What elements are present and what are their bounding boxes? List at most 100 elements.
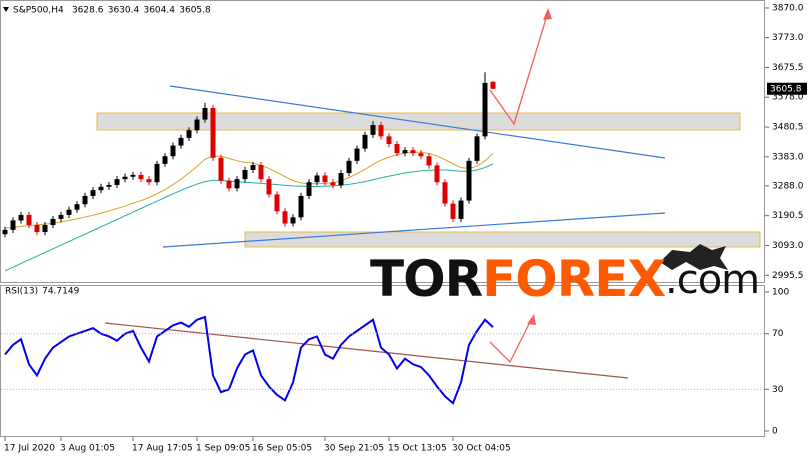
resistance-zone bbox=[96, 112, 741, 131]
candle-body bbox=[386, 136, 392, 145]
candle-body bbox=[266, 179, 272, 195]
arrow-head bbox=[543, 8, 552, 20]
candle-body bbox=[122, 176, 128, 180]
candle-body bbox=[138, 174, 144, 180]
indicator-name: RSI(13) bbox=[5, 287, 38, 297]
y-tick-label: 3870.0 bbox=[772, 4, 804, 14]
candle-body bbox=[306, 182, 312, 196]
candle-body bbox=[298, 195, 304, 218]
candle-body bbox=[178, 137, 184, 146]
candle-body bbox=[410, 150, 416, 154]
y-tick-label: 3578.0 bbox=[772, 93, 804, 103]
candle-body bbox=[162, 156, 168, 164]
arrow-head bbox=[527, 314, 536, 325]
rsi-panel-frame bbox=[0, 285, 765, 437]
y-tick-label: 100 bbox=[772, 288, 789, 298]
y-tick-label: 3480.5 bbox=[772, 123, 804, 133]
forecast-arrow bbox=[489, 317, 533, 364]
forecast-arrows bbox=[489, 8, 552, 364]
candle-body bbox=[378, 125, 384, 137]
trend-line bbox=[169, 85, 666, 159]
watermark-part: FOREX bbox=[482, 250, 665, 308]
indicator-value: 74.7149 bbox=[42, 287, 79, 297]
symbol-title: S&P500,H4 bbox=[13, 6, 64, 16]
candle-body bbox=[370, 125, 376, 135]
candle-body bbox=[434, 165, 440, 183]
forecast-arrow bbox=[489, 11, 549, 126]
x-tick-label: 17 Aug 17:05 bbox=[132, 444, 193, 454]
y-tick-label: 30 bbox=[772, 385, 784, 395]
data-layer bbox=[2, 72, 496, 405]
candle-body bbox=[50, 218, 56, 226]
main-panel-frame bbox=[0, 0, 765, 283]
candle-body bbox=[10, 220, 16, 230]
y-tick-label: 3675.5 bbox=[772, 63, 804, 73]
x-tick-label: 16 Sep 05:05 bbox=[252, 444, 312, 454]
candle-body bbox=[66, 209, 72, 215]
x-tick-label: 30 Sep 21:05 bbox=[324, 444, 384, 454]
watermark-part: TOR bbox=[370, 250, 483, 308]
y-tick-label: 3383.0 bbox=[772, 152, 804, 162]
candle-body bbox=[18, 214, 24, 221]
candle-body bbox=[458, 200, 464, 219]
candle-body bbox=[450, 203, 456, 219]
x-tick-label: 1 Sep 09:05 bbox=[196, 444, 250, 454]
trend-line bbox=[162, 212, 666, 248]
candle-body bbox=[282, 211, 288, 224]
candle-body bbox=[90, 190, 96, 196]
candle-body bbox=[170, 145, 176, 157]
x-tick-label: 3 Aug 01:05 bbox=[60, 444, 115, 454]
ohlc-value: 3605.8 bbox=[179, 6, 211, 16]
candle-body bbox=[34, 225, 40, 233]
candle-body bbox=[258, 165, 264, 180]
candle-body bbox=[242, 169, 248, 180]
y-tick-label: 3773.0 bbox=[772, 33, 804, 43]
rsi-line bbox=[4, 315, 494, 405]
candle-body bbox=[322, 175, 328, 183]
candle-body bbox=[26, 214, 32, 226]
x-tick-label: 15 Oct 13:05 bbox=[388, 444, 447, 454]
rsi-trend-line bbox=[104, 322, 629, 379]
candle-body bbox=[362, 134, 368, 149]
y-tick-label: 0 bbox=[772, 427, 778, 437]
candle-body bbox=[426, 156, 432, 166]
candle-body bbox=[82, 195, 88, 205]
candle-body bbox=[114, 179, 120, 185]
candle-body bbox=[106, 184, 112, 187]
y-tick-label: 3288.0 bbox=[772, 181, 804, 191]
watermark-text: TORFOREX.com bbox=[370, 250, 759, 308]
x-tick-label: 30 Oct 04:05 bbox=[452, 444, 511, 454]
candle-body bbox=[394, 144, 400, 154]
x-tick-label: 17 Jul 2020 bbox=[4, 444, 55, 454]
y-tick-label: 3190.5 bbox=[772, 211, 804, 221]
candle-body bbox=[234, 179, 240, 189]
candle-body bbox=[58, 214, 64, 219]
collapse-icon bbox=[3, 7, 9, 12]
bull-logo bbox=[660, 244, 728, 270]
candle-body bbox=[218, 157, 224, 181]
candle-body bbox=[290, 217, 296, 224]
candle-body bbox=[274, 194, 280, 212]
candle-body bbox=[330, 182, 336, 186]
candle-body bbox=[226, 180, 232, 189]
ohlc-value: 3630.4 bbox=[108, 6, 140, 16]
candle-body bbox=[194, 119, 200, 131]
candle-body bbox=[42, 225, 48, 233]
annotations bbox=[96, 85, 761, 379]
candle-body bbox=[418, 153, 424, 157]
price-label-box bbox=[767, 82, 807, 95]
support-zone bbox=[244, 231, 761, 248]
candle-body bbox=[210, 107, 216, 158]
candle-body bbox=[490, 81, 496, 89]
candle-body bbox=[402, 150, 408, 154]
ohlc-value: 3628.6 bbox=[72, 6, 104, 16]
candle-body bbox=[466, 160, 472, 201]
candle-body bbox=[442, 182, 448, 204]
candle-body bbox=[186, 130, 192, 138]
candle-body bbox=[346, 160, 352, 174]
moving-average bbox=[4, 163, 494, 272]
candle-body bbox=[154, 163, 160, 183]
